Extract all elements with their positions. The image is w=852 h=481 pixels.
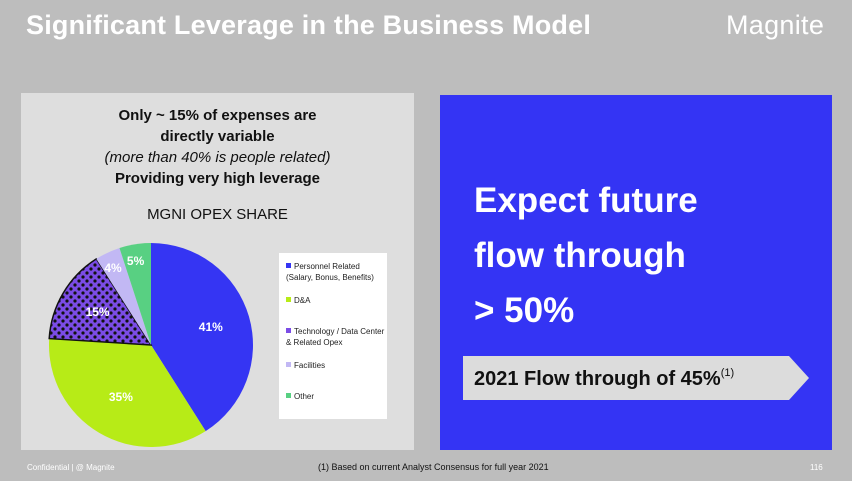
headline-line-2: directly variable (160, 128, 275, 145)
flow-through-panel: Expect future flow through > 50% 2021 Fl… (440, 95, 832, 450)
headline-line-4: Providing very high leverage (114, 170, 321, 187)
pie-slice-da (49, 338, 206, 447)
pie-label-technology: 15% (85, 304, 110, 319)
chart-title: MGNI OPEX SHARE (147, 206, 288, 223)
legend-item-da: D&A (286, 295, 386, 306)
pie-label-other: 5% (126, 254, 145, 269)
pie-slice-other (119, 243, 151, 345)
legend-label-personnel: Personnel Related (Salary, Bonus, Benefi… (286, 262, 374, 282)
footnote: (1) Based on current Analyst Consensus f… (318, 462, 549, 472)
pie-slice-facilities (96, 247, 151, 345)
legend-swatch-personnel (286, 263, 291, 268)
magnite-logo: Magnite (726, 10, 825, 40)
pie-label-da: 35% (108, 389, 133, 404)
legend-item-facilities: Facilities (286, 360, 386, 371)
page-number: 116 (810, 463, 823, 472)
pie-label-personnel: 41% (198, 319, 223, 334)
pie-slice-technology (48, 257, 153, 346)
legend-label-facilities: Facilities (294, 361, 326, 370)
opex-pie-chart (48, 243, 253, 447)
expect-line-1: Expect future (474, 181, 698, 220)
legend-label-da: D&A (294, 296, 311, 305)
legend-item-technology: Technology / Data Center & Related Opex (286, 326, 386, 348)
banner-footnote-marker: (1) (720, 367, 735, 379)
banner-text: 2021 Flow through of 45%(1) (474, 367, 734, 391)
headline-line-1: Only ~ 15% of expenses are (118, 107, 317, 124)
expect-line-2: flow through (474, 236, 686, 275)
expect-line-3: > 50% (474, 291, 575, 330)
headline-line-3: (more than 40% is people related) (104, 149, 331, 166)
legend-label-technology: Technology / Data Center & Related Opex (286, 327, 385, 347)
pie-label-facilities: 4% (104, 261, 122, 276)
expect-statement: Expect future flow through > 50% (474, 173, 698, 338)
opex-headline: Only ~ 15% of expenses are directly vari… (21, 105, 414, 189)
legend-item-other: Other (286, 391, 386, 402)
footer-confidential: Confidential | @ Magnite (27, 463, 115, 472)
banner-main-text: 2021 Flow through of 45% (474, 368, 721, 390)
legend-label-other: Other (294, 392, 315, 401)
legend-item-personnel: Personnel Related (Salary, Bonus, Benefi… (286, 261, 386, 283)
legend-swatch-facilities (286, 362, 291, 367)
opex-panel: Only ~ 15% of expenses are directly vari… (21, 93, 414, 450)
pie-slice-personnel (151, 243, 253, 432)
legend-swatch-technology (286, 328, 291, 333)
legend-swatch-da (286, 297, 291, 302)
chart-legend: Personnel Related (Salary, Bonus, Benefi… (279, 253, 387, 419)
flow-through-banner (463, 356, 809, 400)
legend-swatch-other (286, 393, 291, 398)
slide-title: Significant Leverage in the Business Mod… (26, 10, 592, 40)
